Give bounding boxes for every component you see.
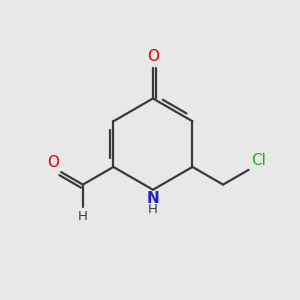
Text: O: O [147, 49, 159, 64]
Text: H: H [148, 203, 158, 216]
Text: H: H [78, 210, 88, 223]
Text: N: N [147, 191, 159, 206]
Text: O: O [47, 155, 59, 170]
Text: Cl: Cl [251, 152, 266, 167]
